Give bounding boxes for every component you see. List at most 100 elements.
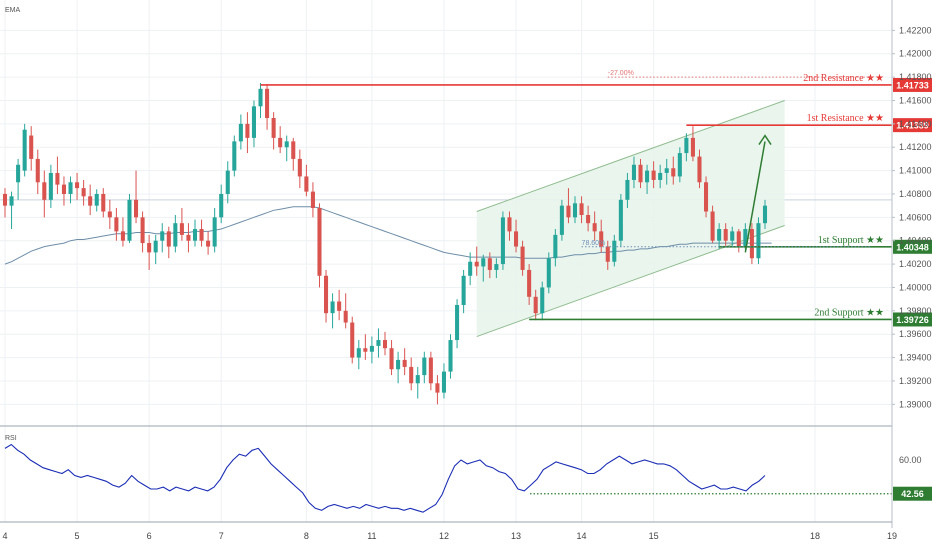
candle-body bbox=[114, 217, 119, 232]
candle-body bbox=[278, 137, 283, 148]
price-tick-label: 1.39800 bbox=[899, 306, 932, 316]
candle-body bbox=[9, 196, 14, 206]
price-tick-label: 1.39000 bbox=[899, 399, 932, 409]
candle-body bbox=[192, 229, 198, 241]
channel-fill bbox=[476, 100, 785, 337]
date-tick-label: 11 bbox=[367, 531, 376, 541]
candle-body bbox=[238, 123, 243, 142]
candle-body bbox=[756, 223, 761, 259]
candle-body bbox=[55, 172, 60, 185]
candle-body bbox=[599, 231, 604, 247]
candle-body bbox=[232, 141, 237, 171]
candle-body bbox=[350, 322, 355, 358]
arrow-shaft bbox=[744, 141, 766, 253]
candle-body bbox=[559, 205, 564, 235]
fib-label: 78.60% bbox=[582, 240, 606, 247]
date-tick-label: 18 bbox=[810, 531, 820, 541]
candle-body bbox=[527, 269, 532, 297]
candle-body bbox=[592, 223, 597, 232]
candle-body bbox=[206, 240, 211, 247]
candle-body bbox=[271, 118, 276, 138]
candle-body bbox=[81, 188, 86, 197]
level-price-tag bbox=[893, 312, 932, 327]
candle-body bbox=[749, 229, 754, 259]
candle-body bbox=[468, 261, 473, 276]
candle-body bbox=[605, 246, 610, 262]
candle-body bbox=[520, 246, 525, 270]
candle-body bbox=[500, 217, 505, 265]
price-tick-label: 1.42200 bbox=[899, 25, 932, 35]
candle-body bbox=[677, 153, 682, 177]
candle-body bbox=[743, 229, 748, 247]
date-tick-label: 5 bbox=[75, 531, 80, 541]
candle-body bbox=[481, 258, 486, 267]
candle-body bbox=[35, 158, 40, 183]
candle-body bbox=[356, 348, 361, 358]
candle-body bbox=[245, 123, 250, 138]
candle-body bbox=[717, 229, 722, 241]
level-label: 2nd Resistance ★★ bbox=[803, 73, 884, 84]
rsi-indicator-label[interactable]: RSI bbox=[5, 435, 17, 442]
candle-body bbox=[101, 193, 106, 212]
candle-body bbox=[337, 301, 342, 311]
price-channel bbox=[476, 100, 785, 338]
candle-body bbox=[369, 345, 374, 352]
candle-body bbox=[219, 193, 224, 218]
candle-body bbox=[631, 164, 636, 180]
candle-body bbox=[514, 231, 519, 247]
price-tick-label: 1.39600 bbox=[899, 329, 932, 339]
level-price-tag bbox=[893, 118, 932, 133]
candle-body bbox=[730, 231, 735, 241]
price-tick-label: 1.39400 bbox=[899, 353, 932, 363]
candle-body bbox=[396, 359, 401, 370]
candle-body bbox=[684, 137, 689, 154]
ema-indicator-label[interactable]: EMA bbox=[5, 7, 21, 14]
candle-body bbox=[212, 217, 217, 247]
candle-body bbox=[638, 164, 643, 183]
channel-upper-line bbox=[476, 100, 785, 212]
projection-arrow bbox=[744, 134, 772, 253]
candle-body bbox=[291, 141, 296, 159]
levels: 2nd Resistance ★★ 1.41733 1st Resistance ★… bbox=[260, 70, 932, 327]
candle-body bbox=[265, 88, 270, 119]
candle-body bbox=[566, 205, 571, 218]
candle-body bbox=[402, 359, 407, 367]
candle-body bbox=[441, 371, 446, 393]
candle-body bbox=[42, 182, 47, 200]
price-tick-label: 1.40200 bbox=[899, 259, 932, 269]
candle-body bbox=[409, 366, 414, 384]
price-tick-label: 1.40000 bbox=[899, 282, 932, 292]
price-tick-label: 1.39200 bbox=[899, 376, 932, 386]
level-label: 1st Resistance ★★ bbox=[807, 113, 884, 124]
candle-body bbox=[343, 310, 348, 323]
level-price-tag-text: 1.40348 bbox=[896, 242, 929, 252]
candle-body bbox=[618, 199, 623, 241]
candle-body bbox=[2, 193, 8, 206]
candle-body bbox=[448, 340, 453, 372]
candle-body bbox=[134, 199, 139, 218]
date-tick-label: 4 bbox=[2, 531, 7, 541]
candle-body bbox=[671, 168, 676, 177]
date-tick-label: 6 bbox=[147, 531, 152, 541]
candle-body bbox=[88, 196, 93, 206]
level-label: 1st Support ★★ bbox=[818, 235, 884, 246]
level-price-tag bbox=[893, 77, 932, 92]
price-tick-label: 1.42000 bbox=[899, 49, 932, 59]
candle-body bbox=[166, 231, 171, 247]
rsi-tick-label: 60.00 bbox=[899, 455, 922, 465]
price-tick-label: 1.41400 bbox=[899, 119, 932, 129]
candle-body bbox=[389, 348, 394, 370]
level-price-tag-text: 1.39726 bbox=[896, 315, 929, 325]
candle-body bbox=[330, 301, 335, 314]
candle-body bbox=[540, 287, 545, 314]
candle-body bbox=[422, 357, 427, 376]
ema-path bbox=[4, 206, 772, 265]
level-price-tag bbox=[893, 239, 932, 254]
candle-body bbox=[507, 217, 512, 232]
candle-body bbox=[107, 211, 112, 218]
candle-body bbox=[612, 240, 617, 262]
candle-body bbox=[68, 182, 73, 194]
level-price-tag-text: 1.41733 bbox=[896, 80, 929, 90]
candle-body bbox=[127, 199, 132, 241]
